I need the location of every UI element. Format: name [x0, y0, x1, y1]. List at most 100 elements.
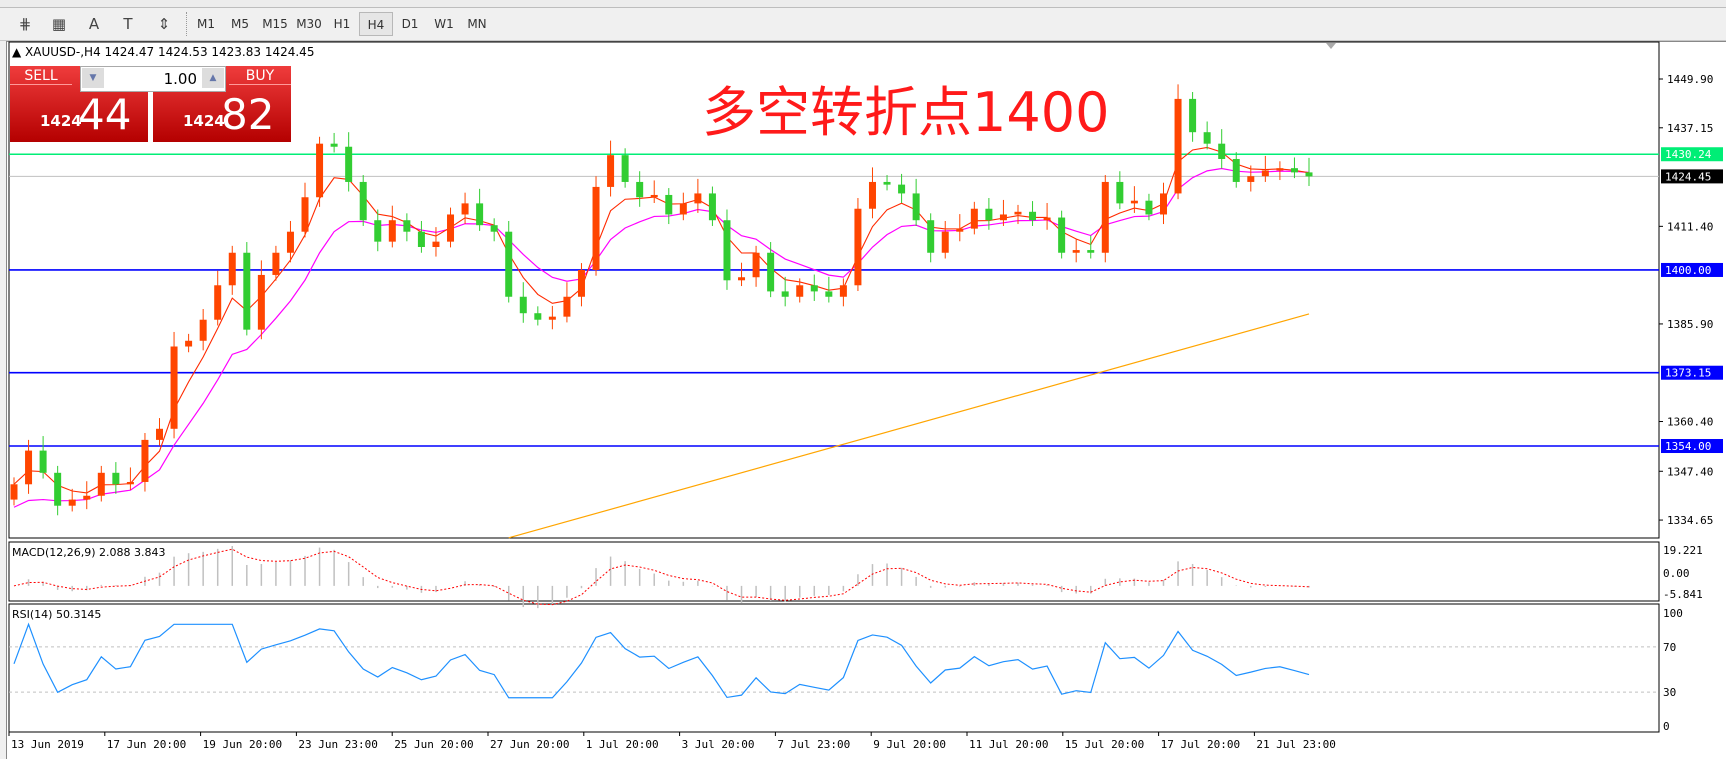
- candle-body: [1101, 181, 1109, 253]
- candle-body: [185, 340, 193, 347]
- candle-body: [228, 252, 236, 286]
- time-tick-label: 11 Jul 20:00: [969, 738, 1048, 751]
- lot-decrease-button[interactable]: ▼: [82, 68, 104, 88]
- timeframe-m30[interactable]: M30: [296, 17, 322, 31]
- rsi-tick-label: 70: [1663, 641, 1676, 654]
- candle-body: [170, 346, 178, 429]
- candle-body: [301, 197, 309, 232]
- candle-body: [490, 225, 498, 232]
- time-tick-label: 25 Jun 20:00: [394, 738, 473, 751]
- candle-body: [1261, 170, 1269, 177]
- arrows-icon[interactable]: ⇕: [157, 15, 171, 33]
- time-tick-label: 27 Jun 20:00: [490, 738, 569, 751]
- price-tick-label: 1360.40: [1667, 416, 1713, 429]
- macd-tick-label: 19.221: [1663, 544, 1703, 557]
- candle-body: [447, 214, 455, 242]
- candle-body: [796, 285, 804, 297]
- fibonacci-fan-icon[interactable]: ▦: [51, 15, 67, 33]
- candle-body: [607, 155, 615, 187]
- price-tick-label: 1449.90: [1667, 73, 1713, 86]
- candle-body: [1305, 172, 1313, 177]
- candle-body: [476, 203, 484, 226]
- time-tick-label: 9 Jul 20:00: [873, 738, 946, 751]
- price-line-label: 1354.00: [1665, 440, 1711, 453]
- candle-body: [112, 472, 120, 485]
- timeframe-h1[interactable]: H1: [333, 17, 351, 31]
- candle-body: [316, 143, 324, 198]
- candle-body: [1276, 168, 1284, 171]
- price-line-label: 1373.15: [1665, 367, 1711, 380]
- time-tick-label: 21 Jul 23:00: [1256, 738, 1335, 751]
- candle-body: [83, 495, 91, 500]
- buy-price-big: 82: [221, 90, 275, 139]
- candle-body: [126, 481, 134, 485]
- timeframe-mn[interactable]: MN: [467, 17, 487, 31]
- chart-toolbar: ⋕ ▦ A T ⇕ M1 M5 M15 M30 H1 H4 D1 W1 MN: [0, 8, 1726, 41]
- candle-body: [999, 214, 1007, 221]
- candle-body: [1087, 250, 1095, 253]
- sell-label: SELL: [10, 68, 72, 85]
- candle-body: [505, 231, 513, 297]
- timeframe-m5[interactable]: M5: [231, 17, 249, 31]
- candle-body: [941, 231, 949, 253]
- candle-body: [650, 194, 658, 198]
- rsi-pane: [8, 603, 1660, 733]
- rsi-tick-label: 30: [1663, 686, 1676, 699]
- candle-body: [156, 428, 164, 440]
- candle-body: [54, 472, 62, 506]
- candle-body: [708, 193, 716, 221]
- candle-body: [810, 285, 818, 292]
- macd-tick-label: -5.841: [1663, 588, 1703, 601]
- macd-tick-label: 0.00: [1663, 567, 1690, 580]
- symbol-info: ▲ XAUUSD-,H4 1424.47 1424.53 1423.83 142…: [12, 45, 315, 59]
- timeframe-d1[interactable]: D1: [401, 17, 419, 31]
- candle-body: [1174, 98, 1182, 194]
- candle-body: [214, 285, 222, 320]
- candle-body: [1058, 217, 1066, 253]
- candle-body: [839, 285, 847, 297]
- candle-body: [767, 252, 775, 292]
- price-tick-label: 1334.65: [1667, 514, 1713, 527]
- candle-body: [519, 296, 527, 314]
- text-icon[interactable]: A: [88, 15, 100, 33]
- candle-body: [912, 193, 920, 221]
- candle-body: [679, 203, 687, 215]
- lot-value[interactable]: 1.00: [163, 70, 197, 88]
- time-tick-label: 23 Jun 23:00: [298, 738, 377, 751]
- candle-body: [286, 231, 294, 253]
- candle-body: [752, 252, 760, 278]
- chart-annotation-text: 多空转折点1400: [702, 81, 1110, 144]
- candle-body: [388, 220, 396, 242]
- timeframe-m1[interactable]: M1: [197, 17, 215, 31]
- text-label-icon[interactable]: T: [123, 15, 133, 33]
- price-line-label: 1424.45: [1665, 170, 1711, 183]
- price-line-label: 1430.24: [1665, 148, 1712, 161]
- candle-body: [359, 181, 367, 221]
- sell-price-small: 1424: [40, 112, 82, 130]
- one-click-trading-panel: SELL 1424 44 BUY 1424 82 ▼ 1.00 ▲: [10, 66, 292, 142]
- lot-increase-button[interactable]: ▲: [202, 68, 224, 88]
- time-tick-label: 7 Jul 23:00: [777, 738, 850, 751]
- candle-body: [199, 319, 207, 341]
- timeframe-m15[interactable]: M15: [262, 17, 288, 31]
- candle-body: [723, 220, 731, 281]
- candle-body: [68, 499, 76, 506]
- lot-size-input[interactable]: ▼ 1.00 ▲: [80, 66, 226, 92]
- candle-body: [1232, 158, 1240, 182]
- candle-body: [330, 143, 338, 147]
- macd-pane: [8, 541, 1660, 602]
- top-toolbar-strip: [0, 0, 1726, 8]
- fibonacci-expansion-icon[interactable]: ⋕: [18, 15, 32, 33]
- candle-body: [636, 181, 644, 198]
- candle-body: [257, 274, 265, 330]
- candle-body: [403, 220, 411, 232]
- timeframe-w1[interactable]: W1: [434, 17, 454, 31]
- price-label-bg: [1661, 169, 1723, 184]
- price-label-bg: [1661, 262, 1723, 277]
- time-tick-label: 13 Jun 2019: [11, 738, 84, 751]
- timeframe-h4[interactable]: H4: [359, 12, 393, 36]
- candle-body: [1203, 132, 1211, 144]
- rsi-tick-label: 100: [1663, 607, 1683, 620]
- rsi-line: [13, 622, 1310, 699]
- mid-moving-average: [13, 167, 1310, 508]
